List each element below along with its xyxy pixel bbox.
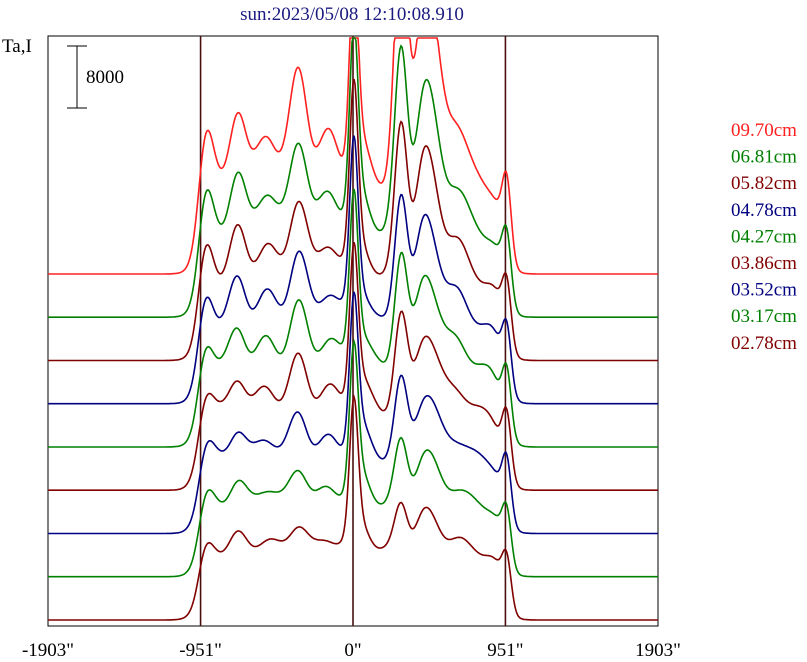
legend-item-6: 03.52cm bbox=[731, 280, 797, 301]
intensity-scale-bar: 8000 bbox=[67, 45, 124, 109]
series-line-03.52cm bbox=[48, 291, 658, 535]
legend-item-5: 03.86cm bbox=[731, 253, 797, 274]
x-tick-labels: -1903" -951" 0" 951" 1903" bbox=[22, 640, 681, 661]
legend-item-7: 03.17cm bbox=[731, 306, 797, 327]
series-line-03.86cm bbox=[48, 241, 658, 491]
x-tick-label-1: -951" bbox=[179, 640, 222, 661]
series-line-06.81cm bbox=[48, 37, 658, 318]
legend-item-8: 02.78cm bbox=[731, 333, 797, 354]
x-tick-label-0: -1903" bbox=[22, 640, 74, 661]
legend-item-2: 05.82cm bbox=[731, 173, 797, 194]
series-group bbox=[48, 37, 658, 621]
legend-item-1: 06.81cm bbox=[731, 147, 797, 168]
series-line-04.78cm bbox=[48, 135, 658, 405]
x-tick-label-3: 951" bbox=[487, 640, 523, 661]
y-axis-label: Ta,I bbox=[2, 36, 32, 57]
series-line-02.78cm bbox=[48, 394, 658, 621]
scale-bar-label: 8000 bbox=[86, 67, 124, 88]
x-tick-label-2: 0" bbox=[344, 640, 361, 661]
legend-item-4: 04.27cm bbox=[731, 226, 797, 247]
legend: 09.70cm 06.81cm 05.82cm 04.78cm 04.27cm 03.86… bbox=[731, 120, 797, 354]
legend-item-3: 04.78cm bbox=[731, 200, 797, 221]
series-line-05.82cm bbox=[48, 78, 658, 362]
series-line-04.27cm bbox=[48, 188, 658, 448]
legend-item-0: 09.70cm bbox=[731, 120, 797, 141]
x-tick-label-4: 1903" bbox=[635, 640, 681, 661]
chart-title: sun:2023/05/08 12:10:08.910 bbox=[240, 4, 464, 25]
vertical-reference-lines bbox=[199, 36, 507, 626]
series-line-03.17cm bbox=[48, 338, 658, 578]
